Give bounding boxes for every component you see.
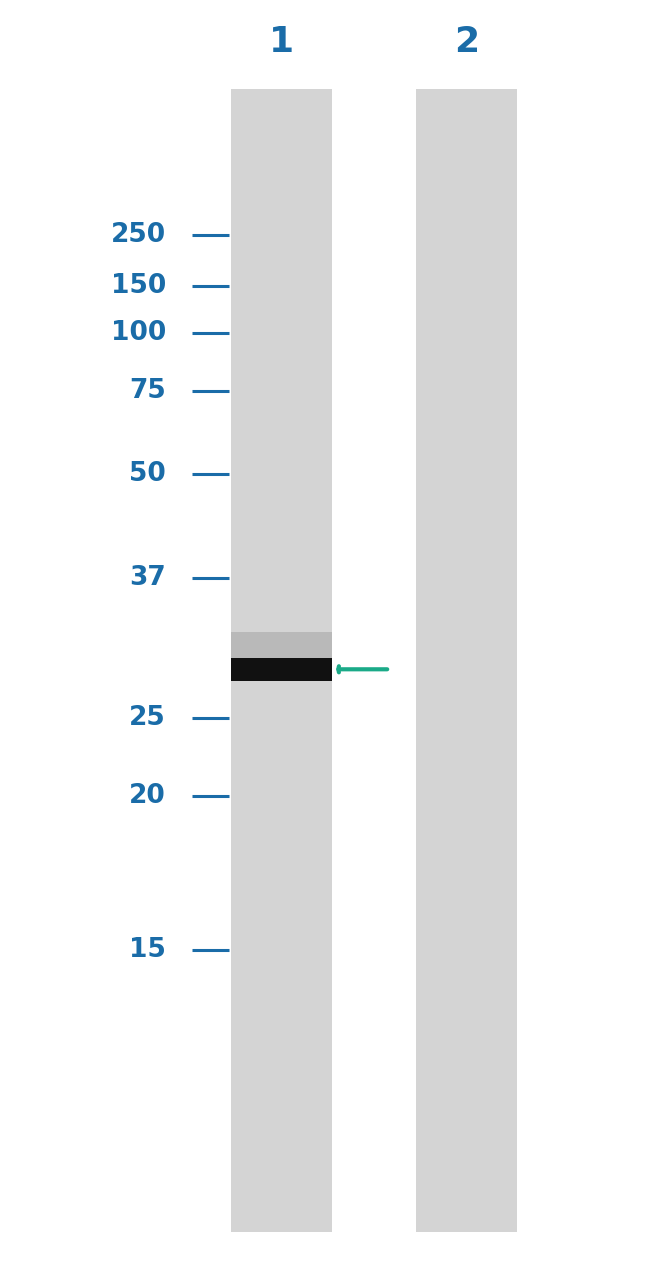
Text: 1: 1 — [269, 25, 294, 58]
Text: 75: 75 — [129, 378, 166, 404]
Text: 37: 37 — [129, 565, 166, 591]
Bar — [416, 89, 517, 1232]
Text: 25: 25 — [129, 705, 166, 730]
Text: 15: 15 — [129, 937, 166, 963]
Text: 50: 50 — [129, 461, 166, 486]
Text: 20: 20 — [129, 784, 166, 809]
Bar — [231, 658, 332, 681]
Bar — [231, 89, 332, 1232]
Text: 100: 100 — [111, 320, 166, 345]
Text: 250: 250 — [111, 222, 166, 248]
Text: 2: 2 — [454, 25, 479, 58]
Text: 150: 150 — [111, 273, 166, 298]
Bar — [231, 632, 332, 658]
